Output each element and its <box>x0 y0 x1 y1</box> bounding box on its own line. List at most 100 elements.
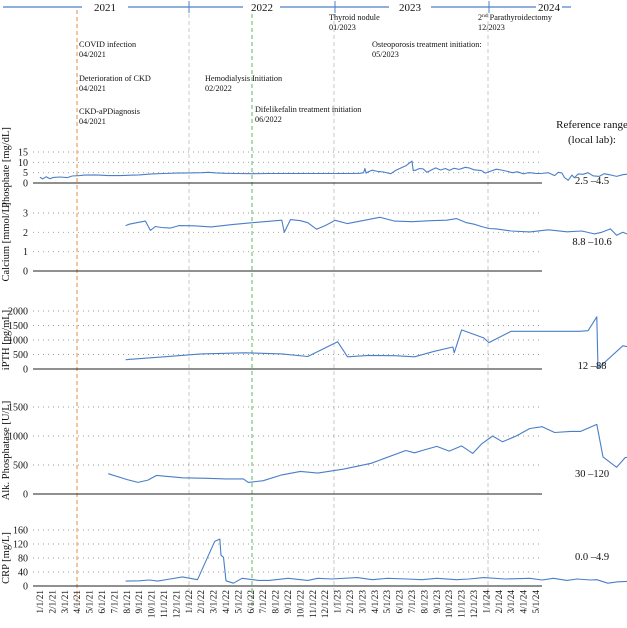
series-line-phosphate <box>39 160 627 181</box>
x-tick-label: 12/1/22 <box>320 590 330 618</box>
event-date: 02/2022 <box>205 84 232 93</box>
y-tick-label: 500 <box>13 461 28 472</box>
reference-header: Reference range <box>556 119 627 131</box>
y-axis-label: CRP [mg/L] <box>1 532 12 584</box>
reference-range: 30 –120 <box>575 469 609 480</box>
y-tick-label: 1500 <box>8 403 28 414</box>
event-date: 01/2023 <box>329 23 356 32</box>
event-date: 12/2023 <box>478 23 505 32</box>
x-tick-label: 8/1/23 <box>419 590 429 614</box>
x-tick-label: 11/1/23 <box>457 590 467 618</box>
y-tick-label: 2 <box>23 228 28 239</box>
x-tick-label: 5/1/21 <box>85 590 95 614</box>
event-annotation: Difelikefalin treatment initiation06/202… <box>255 105 361 124</box>
x-tick-label: 1/1/22 <box>184 590 194 614</box>
panel-calcium: 0 1 2 3 Calcium [mmol/L] 8.8 –10.6 <box>1 202 627 282</box>
year-label: 2024 <box>538 2 561 14</box>
x-tick-label: 8/1/21 <box>122 590 132 614</box>
y-axis-label: Phosphate [mg/dL] <box>1 127 12 208</box>
x-tick-label: 4/1/24 <box>519 590 529 614</box>
event-label: 2nd Parathyroidectomy <box>478 13 553 22</box>
event-label: COVID infection <box>79 40 136 49</box>
x-tick-label: 7/1/21 <box>109 590 119 614</box>
year-label: 2023 <box>399 2 422 14</box>
event-label-text: Parathyroidectomy <box>488 13 553 22</box>
x-tick-label: 10/1/21 <box>147 590 157 618</box>
y-tick-label: 80 <box>18 554 28 565</box>
event-label: Deterioration of CKD <box>79 74 151 83</box>
y-tick-label: 10 <box>18 158 28 169</box>
reference-range: 12 –88 <box>578 361 607 372</box>
y-tick-label: 0 <box>23 582 28 593</box>
event-label: Thyroid nodule <box>329 13 380 22</box>
event-label: Hemodialysis Initiation <box>205 74 282 83</box>
x-tick-label: 6/1/22 <box>246 590 256 614</box>
event-label: Osteoporosis treatment initiation: <box>372 40 482 49</box>
y-tick-label: 1 <box>23 247 28 258</box>
event-label: CKD-aPDiagnosis <box>79 107 140 116</box>
x-tick-label: 10/1/22 <box>295 590 305 618</box>
event-label: Difelikefalin treatment initiation <box>255 105 361 114</box>
y-tick-label: 0 <box>23 365 28 376</box>
y-tick-label: 1000 <box>8 336 28 347</box>
series-line-calcium <box>125 216 627 236</box>
x-tick-label: 12/1/21 <box>171 590 181 618</box>
x-tick-label: 1/1/21 <box>35 590 45 614</box>
x-tick-label: 12/1/23 <box>469 590 479 618</box>
series-line-ipth <box>125 316 627 369</box>
x-tick-label: 6/1/23 <box>395 590 405 614</box>
x-tick-label: 4/1/21 <box>72 590 82 614</box>
y-tick-label: 2000 <box>8 307 28 318</box>
event-date: 04/2021 <box>79 50 106 59</box>
x-tick-label: 10/1/23 <box>444 590 454 618</box>
year-label: 2022 <box>251 2 273 14</box>
y-tick-label: 40 <box>18 568 28 579</box>
y-tick-label: 0 <box>23 490 28 501</box>
y-tick-label: 1000 <box>8 432 28 443</box>
x-tick-label: 1/1/24 <box>481 590 491 614</box>
x-tick-label: 9/1/21 <box>134 590 144 614</box>
x-tick-label: 2/1/22 <box>196 590 206 614</box>
event-label-sup: nd <box>482 13 488 19</box>
x-tick-label: 7/1/22 <box>258 590 268 614</box>
event-annotation: Osteoporosis treatment initiation:05/202… <box>372 40 482 59</box>
event-date: 05/2023 <box>372 50 399 59</box>
x-tick-label: 5/1/22 <box>233 590 243 614</box>
event-label-prefix: 2 <box>478 13 482 22</box>
x-tick-label: 1/1/23 <box>333 590 343 614</box>
series-line-alp <box>108 423 627 483</box>
x-tick-label: 8/1/22 <box>271 590 281 614</box>
reference-header: (local lab): <box>568 134 616 146</box>
year-label: 2021 <box>94 2 116 14</box>
reference-range: 0.0 –4.9 <box>575 552 609 563</box>
reference-range: 8.8 –10.6 <box>572 237 611 248</box>
x-tick-label: 5/1/24 <box>531 590 541 614</box>
y-tick-label: 3 <box>23 209 28 220</box>
x-tick-label: 6/1/21 <box>97 590 107 614</box>
series-line-crp <box>125 538 627 584</box>
y-tick-label: 0 <box>23 267 28 278</box>
y-axis-label: Calcium [mmol/L] <box>1 202 12 281</box>
y-axis-label: Alk. Phosphatase [U/L] <box>1 401 12 500</box>
y-axis-label: iPTH [pg/mL] <box>1 310 12 370</box>
y-tick-label: 500 <box>13 350 28 361</box>
y-tick-label: 5 <box>23 168 28 179</box>
y-tick-label: 15 <box>18 148 28 159</box>
x-tick-label: 7/1/23 <box>407 590 417 614</box>
x-tick-label: 2/1/23 <box>345 590 355 614</box>
event-date: 04/2021 <box>79 84 106 93</box>
x-tick-label: 5/1/23 <box>382 590 392 614</box>
x-tick-label: 9/1/22 <box>283 590 293 614</box>
x-tick-label: 3/1/24 <box>506 590 516 614</box>
